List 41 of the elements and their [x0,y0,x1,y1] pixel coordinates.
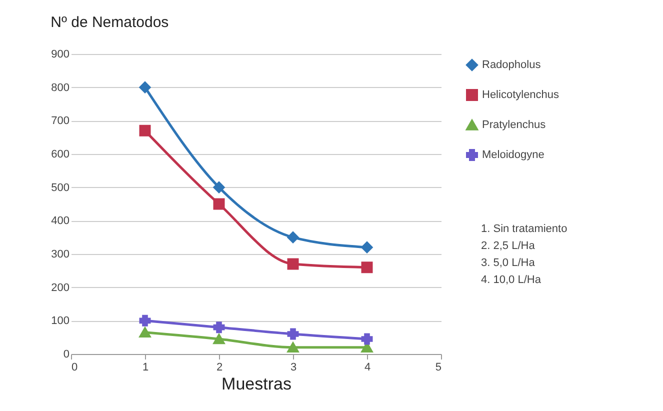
point [287,342,299,352]
y-tick-label: 300 [51,248,70,260]
y-tick-label: 0 [63,348,70,360]
x-tick-label: 5 [435,362,442,374]
point [287,232,299,244]
point [287,328,299,340]
point [213,322,225,334]
y-tick-label: 100 [51,315,70,328]
x-axis-title: Muestras [222,374,292,394]
point [139,82,151,94]
point [361,262,373,274]
point [213,182,225,194]
x-tick-label: 4 [364,362,371,374]
point [213,334,225,344]
chart-title: Nº de Nematodos [50,14,169,31]
y-tick-label: 200 [51,282,70,294]
x-tick-label: 1 [142,362,149,374]
x-tick-label: 3 [290,362,297,374]
point [361,242,373,254]
y-tick-label: 600 [51,148,70,160]
y-tick-label: 400 [51,215,70,228]
point [361,333,373,345]
point [139,314,151,326]
legend-label: Pratylenchus [482,119,546,131]
y-tick-label: 800 [51,82,70,94]
legend-label: Radopholus [482,59,542,71]
y-tick-label: 900 [51,48,70,60]
text: 2. 2,5 L/Ha [481,240,536,252]
point [287,258,299,270]
point [213,198,225,210]
y-tick-label: 700 [51,115,70,128]
point [139,327,151,338]
text: 3. 5,0 L/Ha [481,257,536,269]
point [139,124,151,136]
x-tick-label: 2 [216,362,223,374]
x-tick-label: 0 [72,362,78,374]
y-tick-label: 500 [51,182,70,194]
legend-label: Helicotylenchus [482,89,560,101]
text: 4. 10,0 L/Ha [481,274,542,286]
legend-label: Meloidogyne [482,149,544,161]
text: 1. Sin tratamiento [481,223,568,235]
